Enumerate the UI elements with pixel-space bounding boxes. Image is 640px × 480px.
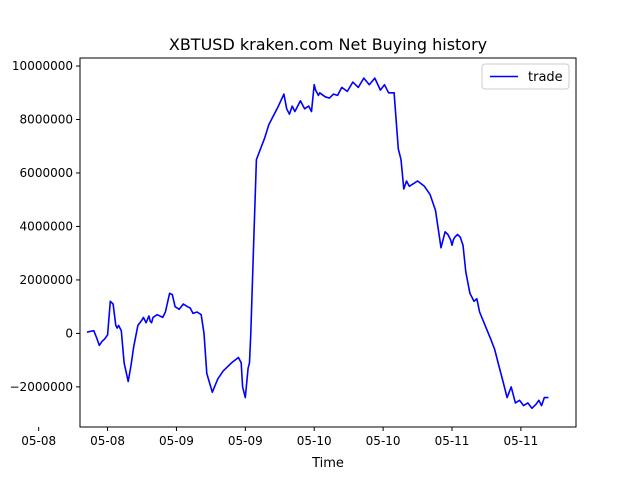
x-axis: 05-08 05-08 05-09 05-09 05-10 05-10 05-11 05-11 [21, 427, 538, 448]
y-tick-label: 10000000 [12, 59, 73, 73]
y-tick-label: 8000000 [20, 113, 73, 127]
y-tick-label: 4000000 [20, 219, 73, 233]
y-tick-label: 0 [65, 326, 73, 340]
plot-frame [79, 57, 577, 428]
x-tick-label: 05-11 [435, 434, 470, 448]
x-tick-label: 05-10 [366, 434, 401, 448]
legend-label: trade [528, 70, 563, 85]
x-tick-label: 05-10 [297, 434, 332, 448]
y-tick-label: 6000000 [20, 166, 73, 180]
series-line-trade [86, 77, 549, 410]
x-tick-label: 05-09 [159, 434, 194, 448]
y-tick-label: 2000000 [20, 273, 73, 287]
x-tick-label: 05-11 [503, 434, 538, 448]
legend: trade [481, 63, 570, 90]
x-tick-label: 05-08 [90, 434, 125, 448]
legend-box [481, 63, 570, 90]
series-layer [86, 77, 549, 410]
x-tick-label: 05-08 [21, 434, 56, 448]
chart-title: XBTUSD kraken.com Net Buying history [169, 35, 487, 54]
x-tick-label: 05-09 [228, 434, 263, 448]
y-tick-label: −2000000 [10, 380, 74, 394]
x-axis-label: Time [311, 456, 344, 471]
y-axis: −2000000 0 2000000 4000000 6000000 8000000 100… [10, 59, 80, 394]
